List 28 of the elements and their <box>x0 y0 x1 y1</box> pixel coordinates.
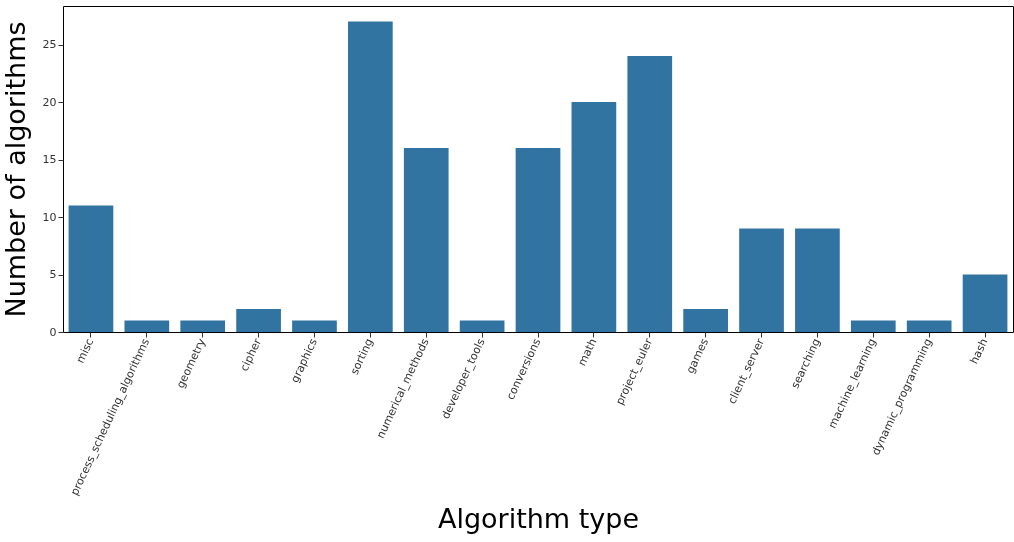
y-tick-label: 25 <box>42 38 57 52</box>
bar <box>68 205 114 332</box>
bar <box>515 148 561 332</box>
y-tick-label: 10 <box>42 210 57 224</box>
bar <box>850 320 896 332</box>
x-axis-title: Algorithm type <box>437 502 640 534</box>
x-tick-label: math <box>575 336 600 369</box>
bar <box>571 102 617 332</box>
bar <box>739 228 784 332</box>
x-tick-label: hash <box>967 336 991 366</box>
bar <box>236 309 281 332</box>
y-tick-label: 20 <box>42 95 57 109</box>
bar <box>348 21 393 332</box>
bar <box>906 320 952 332</box>
bar <box>180 320 226 332</box>
y-tick-label: 0 <box>49 325 57 339</box>
bar <box>795 228 840 332</box>
x-tick-label: cipher <box>237 336 265 374</box>
y-axis-title: Number of algorithms <box>0 21 31 318</box>
bar <box>124 320 170 332</box>
bar <box>962 274 1008 332</box>
bar <box>292 320 337 332</box>
bar <box>403 148 449 332</box>
bar <box>683 309 728 332</box>
y-tick-label: 5 <box>49 268 57 281</box>
bar <box>459 320 505 332</box>
y-tick-label: 15 <box>42 153 57 167</box>
bar <box>627 56 673 332</box>
